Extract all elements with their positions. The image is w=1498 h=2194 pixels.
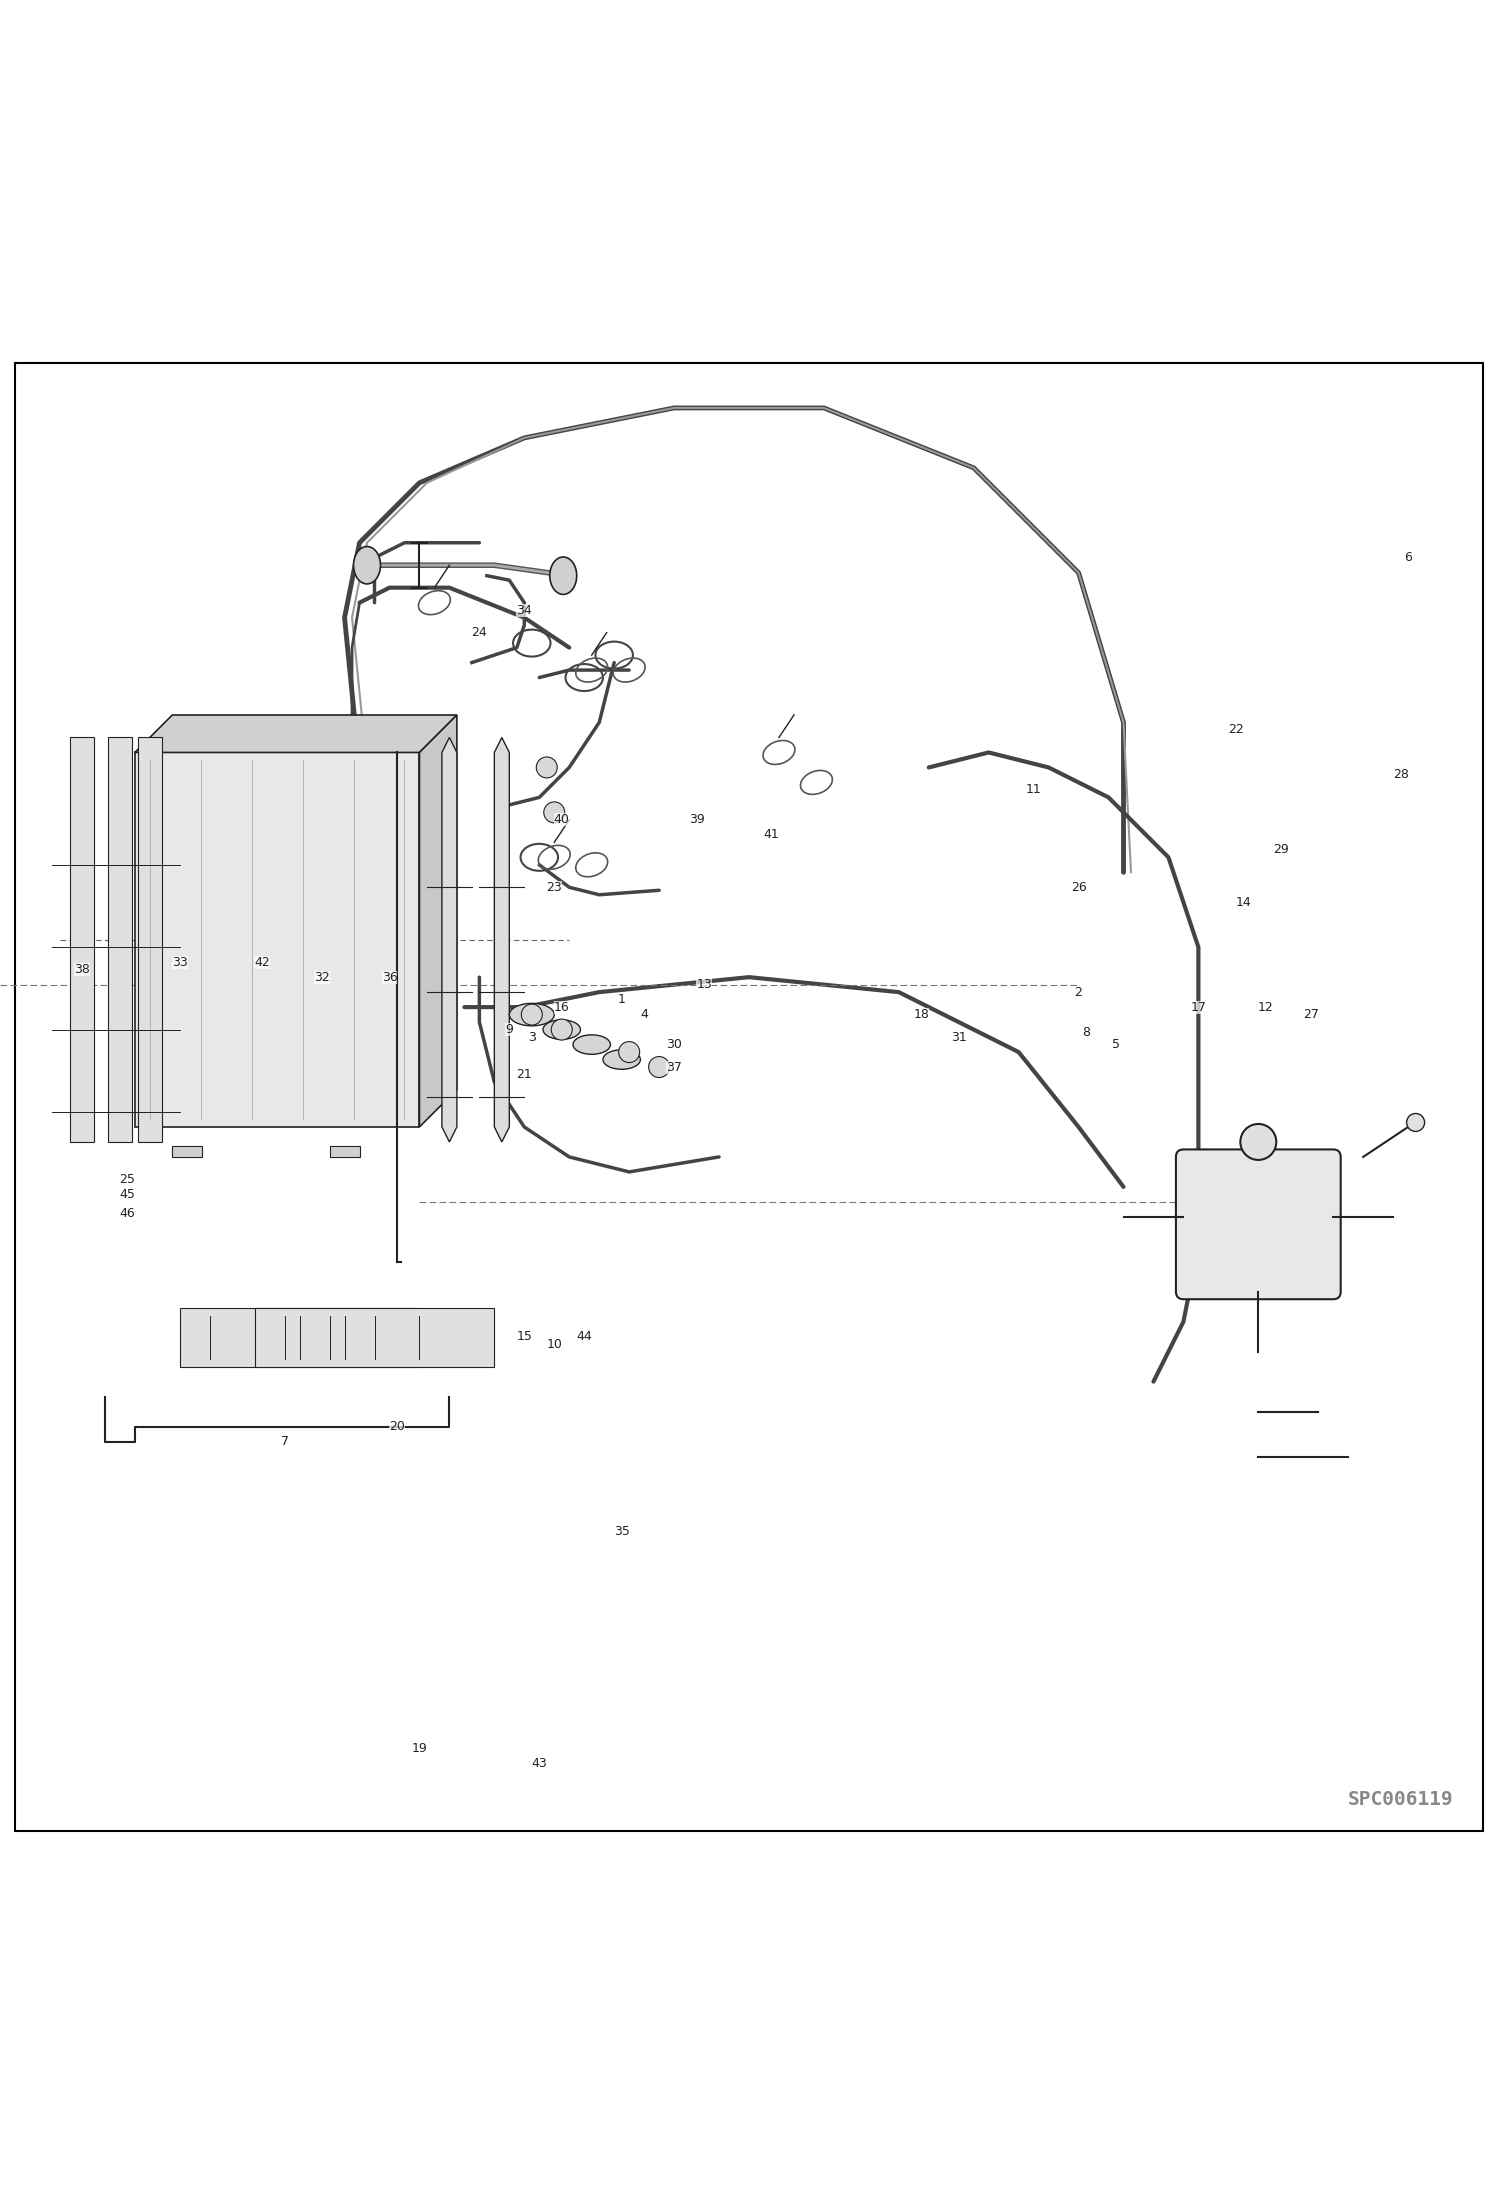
Text: 10: 10 [547,1338,562,1352]
Text: 13: 13 [697,979,712,992]
Bar [172,1147,202,1156]
Bar [255,1308,494,1367]
Text: 22: 22 [1228,724,1243,737]
Text: 33: 33 [172,957,187,970]
FancyBboxPatch shape [1176,1150,1341,1299]
Text: 25: 25 [120,1174,135,1187]
Text: 17: 17 [1191,1000,1206,1014]
Text: 36: 36 [382,970,397,983]
Text: 37: 37 [667,1060,682,1073]
Text: 26: 26 [1071,880,1086,893]
Circle shape [536,757,557,779]
Ellipse shape [354,546,380,584]
Text: SPC006119: SPC006119 [1347,1790,1453,1808]
Text: 27: 27 [1303,1007,1318,1020]
Text: 2: 2 [1074,985,1083,998]
Text: 40: 40 [554,814,569,827]
Text: 6: 6 [1404,551,1413,564]
Text: 18: 18 [914,1007,929,1020]
Ellipse shape [550,557,577,595]
Text: 20: 20 [389,1420,404,1433]
Text: 44: 44 [577,1330,592,1343]
Text: 7: 7 [280,1435,289,1448]
Text: 14: 14 [1236,895,1251,908]
Circle shape [649,1058,670,1077]
Text: 16: 16 [554,1000,569,1014]
Text: 42: 42 [255,957,270,970]
Bar [180,1308,419,1367]
Text: 34: 34 [517,603,532,617]
Ellipse shape [572,1036,611,1055]
Text: 19: 19 [412,1742,427,1755]
Text: 9: 9 [505,1022,514,1036]
Circle shape [521,1005,542,1025]
Text: 32: 32 [315,970,330,983]
Polygon shape [419,715,457,1128]
Ellipse shape [509,1003,554,1027]
Polygon shape [494,737,509,1141]
Text: 41: 41 [764,829,779,840]
Text: 23: 23 [547,880,562,893]
Text: 15: 15 [517,1330,532,1343]
Circle shape [619,1042,640,1062]
Polygon shape [135,715,457,753]
Text: 1: 1 [617,994,626,1007]
Bar [70,737,94,1141]
Bar [108,737,132,1141]
Ellipse shape [542,1020,581,1040]
Text: 11: 11 [1026,783,1041,796]
Text: 29: 29 [1273,842,1288,856]
Text: 30: 30 [667,1038,682,1051]
Text: 3: 3 [527,1031,536,1044]
Circle shape [551,1018,572,1040]
Text: 12: 12 [1258,1000,1273,1014]
Circle shape [1407,1115,1425,1132]
Text: 39: 39 [689,814,704,827]
Ellipse shape [602,1049,641,1068]
Text: 8: 8 [1082,1027,1091,1040]
Polygon shape [442,737,457,1141]
Bar [138,737,162,1141]
Text: 24: 24 [472,625,487,638]
Text: 4: 4 [640,1007,649,1020]
Text: 31: 31 [951,1031,966,1044]
Circle shape [1240,1123,1276,1161]
Text: 28: 28 [1393,768,1408,781]
Text: 43: 43 [532,1757,547,1771]
Bar [330,1147,360,1156]
Bar [135,753,419,1128]
Text: 45: 45 [120,1187,135,1200]
Text: 21: 21 [517,1068,532,1082]
Text: 35: 35 [614,1525,629,1538]
Text: 46: 46 [120,1207,135,1220]
Text: 5: 5 [1112,1038,1121,1051]
Circle shape [544,801,565,823]
Text: 38: 38 [75,963,90,976]
